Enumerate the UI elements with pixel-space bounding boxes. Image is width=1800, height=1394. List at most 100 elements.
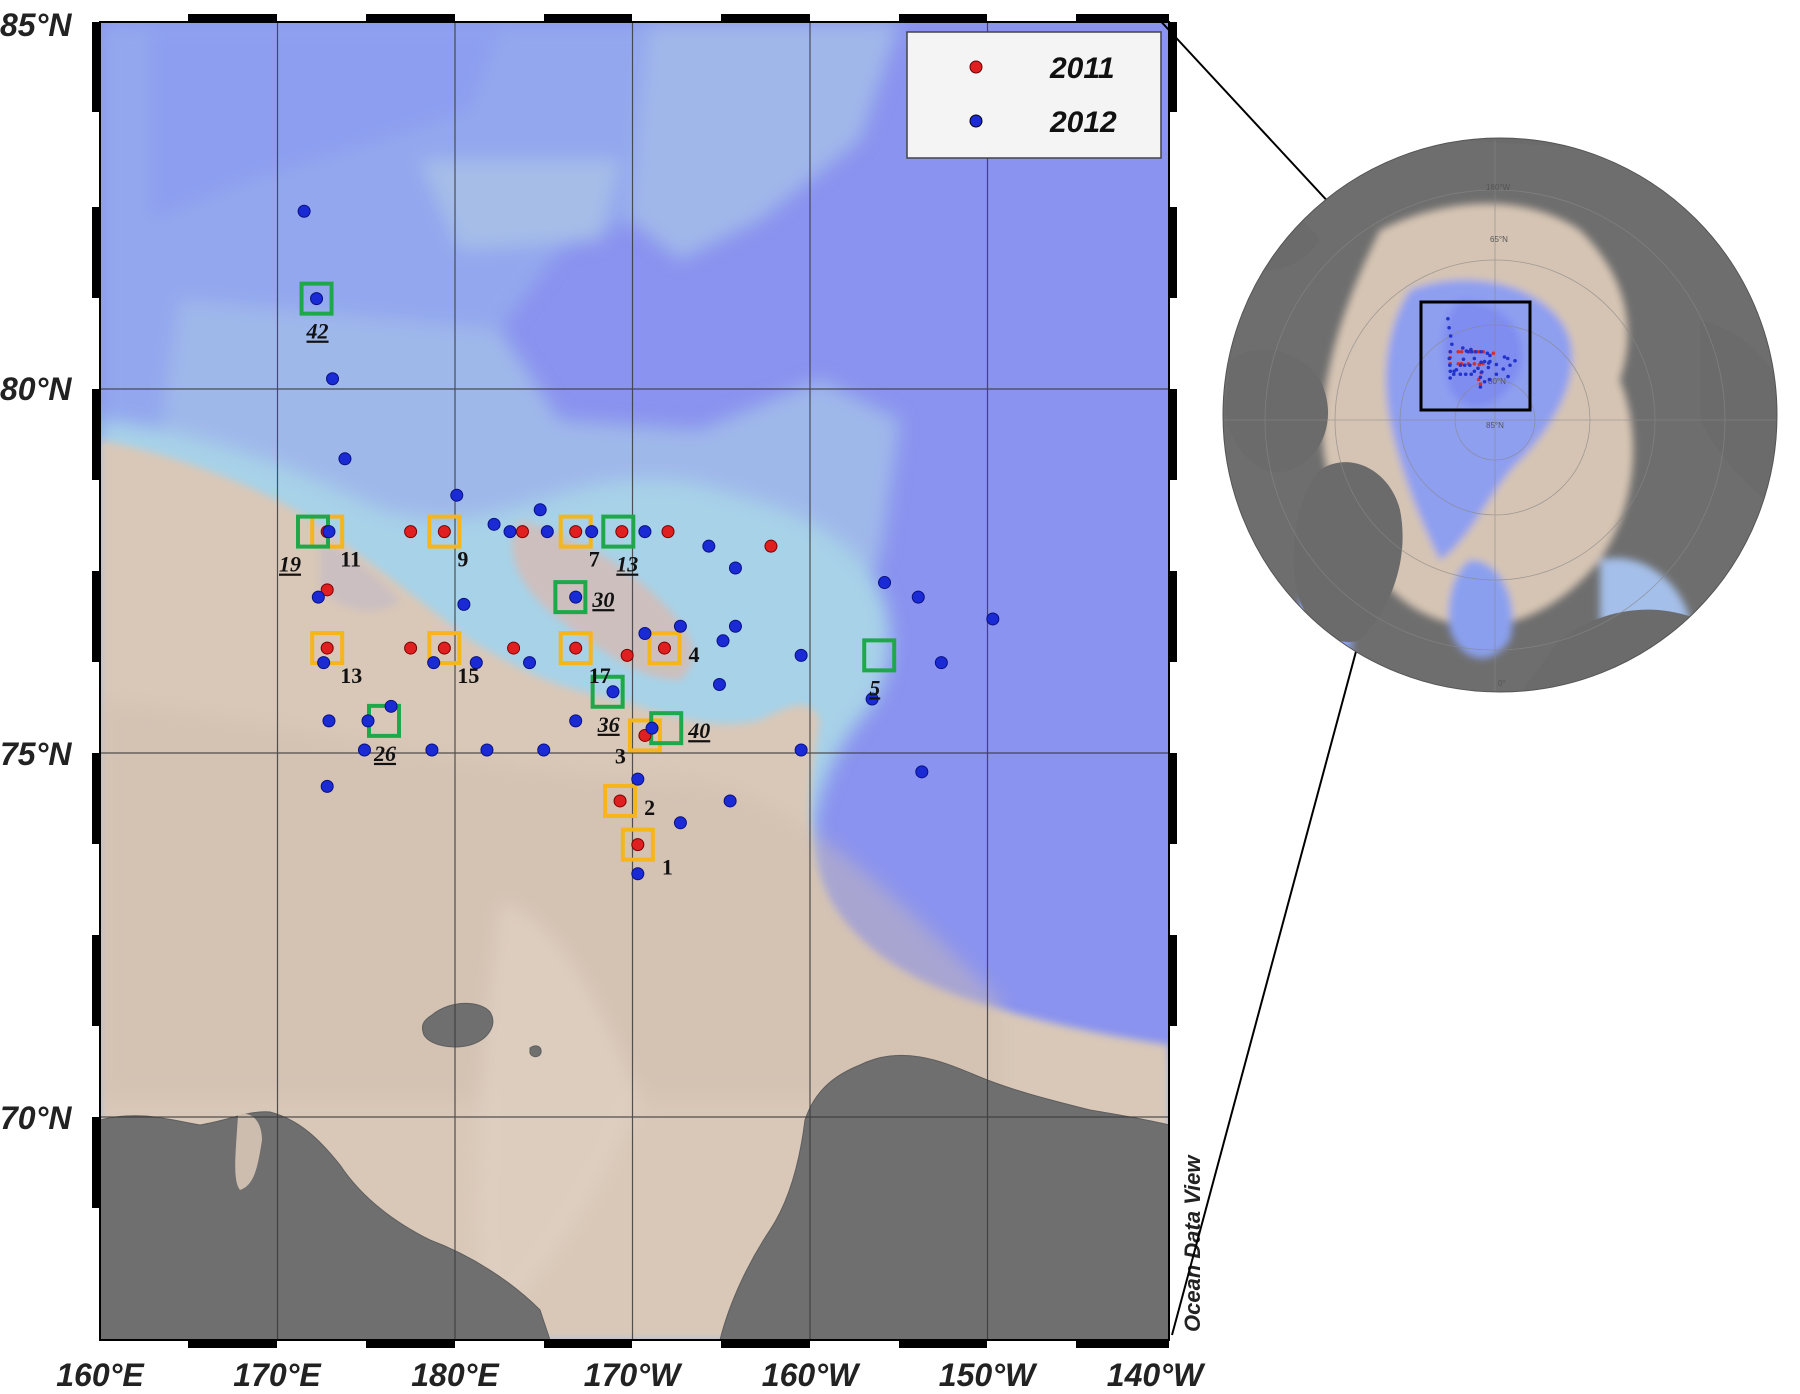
inset-station-point — [1494, 362, 1499, 367]
stations-2011 — [320, 525, 778, 852]
inset-station-point — [1491, 351, 1496, 356]
inset-station-point — [1506, 374, 1510, 379]
station-2011-label: 7 — [589, 547, 600, 572]
inset-station-point — [1513, 358, 1517, 363]
station-2011-label: 9 — [457, 547, 468, 572]
station-2011-point — [569, 641, 583, 655]
station-2012-point — [480, 743, 494, 757]
station-2012-label: 26 — [373, 741, 396, 766]
station-2012-label: 5 — [869, 675, 880, 700]
inset-station-point — [1485, 351, 1490, 356]
inset-station-point — [1469, 349, 1474, 354]
inset-station-point — [1451, 372, 1456, 377]
inset-station-point — [1476, 366, 1480, 371]
station-2012-point — [297, 204, 311, 218]
station-2012-point — [537, 743, 551, 757]
coastal-shoal — [235, 1113, 262, 1190]
legend-swatch-2012 — [969, 114, 983, 128]
inset-station-point — [1458, 363, 1463, 368]
station-2012-point — [728, 561, 742, 575]
inset-station-point — [1468, 363, 1472, 368]
station-2011-point — [437, 525, 451, 539]
stations-2011-boxes — [310, 514, 682, 862]
inset-station-point — [1462, 363, 1467, 368]
lon-tick-160w: 160°W — [762, 1357, 861, 1393]
station-2012-box — [862, 638, 897, 673]
station-2012-point — [311, 590, 325, 604]
station-2011-label: 15 — [457, 663, 479, 688]
station-2012-point — [338, 452, 352, 466]
inset-station-point — [1447, 325, 1451, 330]
station-2012-box — [601, 514, 636, 549]
station-2012-point — [322, 525, 336, 539]
station-2012-point — [673, 619, 687, 633]
inset-station-point — [1472, 356, 1477, 361]
station-2012-point — [457, 597, 471, 611]
station-2011-label: 2 — [644, 795, 655, 820]
inset-station-point — [1447, 356, 1452, 361]
inset-station-point — [1502, 355, 1507, 359]
inset-station-point — [1487, 377, 1492, 382]
station-2011-point — [507, 641, 521, 655]
lon-tick-160e: 160°E — [56, 1357, 145, 1393]
inset-station-point — [1488, 353, 1492, 358]
station-2012-box — [299, 281, 334, 316]
svg-text:180°W: 180°W — [1486, 183, 1511, 192]
stations-2012 — [297, 204, 1000, 881]
station-2012-point — [716, 634, 730, 648]
station-2012-point — [673, 816, 687, 830]
station-2011-box — [427, 514, 462, 549]
station-2012-point — [317, 656, 331, 670]
station-2011-point — [569, 525, 583, 539]
lat-tick-75: 75°N — [0, 736, 72, 772]
station-2011-point — [631, 838, 645, 852]
inset-station-point — [1482, 379, 1487, 384]
station-2012-point — [322, 714, 336, 728]
svg-text:65°N: 65°N — [1490, 235, 1508, 244]
station-2012-point — [911, 590, 925, 604]
svg-text:80°N: 80°N — [1488, 377, 1506, 386]
station-2012-point — [585, 525, 599, 539]
inset-station-point — [1486, 361, 1491, 365]
station-2011-box — [427, 631, 462, 666]
station-2012-point — [320, 779, 334, 793]
inset-station-point — [1448, 349, 1453, 354]
svg-text:0°: 0° — [1498, 679, 1506, 688]
station-2011-point — [320, 583, 334, 597]
inset-station-point — [1505, 356, 1510, 361]
station-2012-point — [357, 743, 371, 757]
station-2011-box — [620, 827, 655, 862]
inset-station-point — [1463, 372, 1468, 377]
inset-station-point — [1478, 382, 1483, 386]
station-2012-point — [986, 612, 1000, 626]
station-2012-point — [631, 772, 645, 786]
station-2011-point — [404, 641, 418, 655]
station-2012-point — [523, 656, 537, 670]
graticule — [100, 22, 1169, 1340]
inset-station-point — [1466, 349, 1470, 354]
station-2011-box — [558, 631, 593, 666]
station-2012-point — [569, 590, 583, 604]
globe-outline — [1222, 137, 1778, 693]
station-2011-point — [764, 539, 778, 553]
station-2011-point — [404, 525, 418, 539]
legend-label-2012: 2012 — [1049, 106, 1117, 139]
station-2012-box — [553, 580, 588, 615]
station-2012-point — [638, 525, 652, 539]
station-2011-point — [620, 648, 634, 662]
station-2012-point — [326, 372, 340, 386]
inset-station-point — [1494, 372, 1499, 377]
station-2011-point — [613, 794, 627, 808]
station-2012-point — [878, 576, 892, 590]
station-2012-point — [606, 685, 620, 699]
map-frame — [99, 21, 1170, 1341]
station-2012-point — [794, 743, 808, 757]
legend-box — [906, 31, 1162, 159]
station-2012-point — [427, 656, 441, 670]
station-2011-label: 17 — [589, 663, 611, 688]
inset-station-point — [1447, 363, 1452, 368]
station-2012-point — [533, 503, 547, 517]
